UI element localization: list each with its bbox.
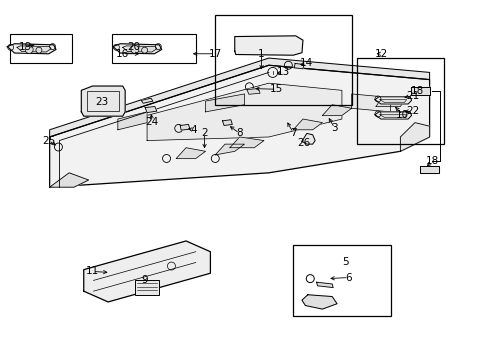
Bar <box>135 280 159 295</box>
Circle shape <box>36 47 42 53</box>
Text: 10: 10 <box>395 110 408 120</box>
Bar <box>87 91 119 111</box>
Text: 1: 1 <box>258 49 264 59</box>
Polygon shape <box>81 86 125 116</box>
Text: 23: 23 <box>95 97 108 107</box>
Text: 12: 12 <box>374 49 387 59</box>
Text: 21: 21 <box>405 91 418 101</box>
Polygon shape <box>410 87 429 95</box>
Text: 24: 24 <box>145 117 158 127</box>
Polygon shape <box>234 36 303 55</box>
Polygon shape <box>118 112 147 130</box>
Text: 25: 25 <box>42 136 55 145</box>
Text: 13: 13 <box>276 67 289 77</box>
Polygon shape <box>400 123 429 151</box>
Circle shape <box>131 45 139 53</box>
Polygon shape <box>374 112 411 119</box>
Polygon shape <box>379 115 406 118</box>
Bar <box>293 244 390 316</box>
Polygon shape <box>145 107 157 113</box>
Bar <box>112 34 195 63</box>
Text: 7: 7 <box>289 128 296 138</box>
Polygon shape <box>379 100 406 103</box>
Polygon shape <box>50 58 429 137</box>
Polygon shape <box>50 65 429 187</box>
Text: 18: 18 <box>410 86 423 96</box>
Polygon shape <box>316 282 332 288</box>
Polygon shape <box>229 137 264 148</box>
Text: 8: 8 <box>236 129 243 138</box>
Text: 2: 2 <box>201 129 207 138</box>
Bar <box>215 15 351 105</box>
Polygon shape <box>222 120 232 126</box>
Bar <box>356 58 443 144</box>
Text: 19: 19 <box>19 42 32 51</box>
Bar <box>10 34 71 63</box>
Polygon shape <box>246 89 260 94</box>
Text: 18: 18 <box>425 156 438 166</box>
Polygon shape <box>293 119 322 130</box>
Polygon shape <box>215 144 244 155</box>
Text: 26: 26 <box>297 139 310 148</box>
Polygon shape <box>113 44 162 54</box>
Text: 11: 11 <box>86 266 99 276</box>
Polygon shape <box>141 98 153 103</box>
Polygon shape <box>419 166 438 173</box>
Polygon shape <box>205 94 244 112</box>
Polygon shape <box>302 134 314 144</box>
Text: 9: 9 <box>142 275 148 285</box>
Text: 15: 15 <box>269 84 283 94</box>
Circle shape <box>142 47 147 53</box>
Text: 20: 20 <box>126 42 140 51</box>
Polygon shape <box>180 125 189 130</box>
Text: 17: 17 <box>208 49 222 59</box>
Polygon shape <box>83 241 210 302</box>
Polygon shape <box>294 63 304 69</box>
Text: 22: 22 <box>405 106 418 116</box>
Polygon shape <box>50 173 88 187</box>
Polygon shape <box>351 94 390 112</box>
Polygon shape <box>17 46 51 52</box>
Polygon shape <box>147 83 341 140</box>
Polygon shape <box>375 99 405 107</box>
Text: 16: 16 <box>116 49 129 59</box>
Circle shape <box>25 45 33 53</box>
Polygon shape <box>322 105 351 116</box>
Text: 5: 5 <box>342 257 348 267</box>
Polygon shape <box>176 148 205 158</box>
Text: 6: 6 <box>345 273 351 283</box>
Polygon shape <box>122 46 157 52</box>
Polygon shape <box>374 97 411 104</box>
Polygon shape <box>302 295 336 309</box>
Text: 14: 14 <box>300 58 313 68</box>
Polygon shape <box>7 44 56 54</box>
Text: 3: 3 <box>331 123 337 133</box>
Text: 4: 4 <box>190 125 196 135</box>
